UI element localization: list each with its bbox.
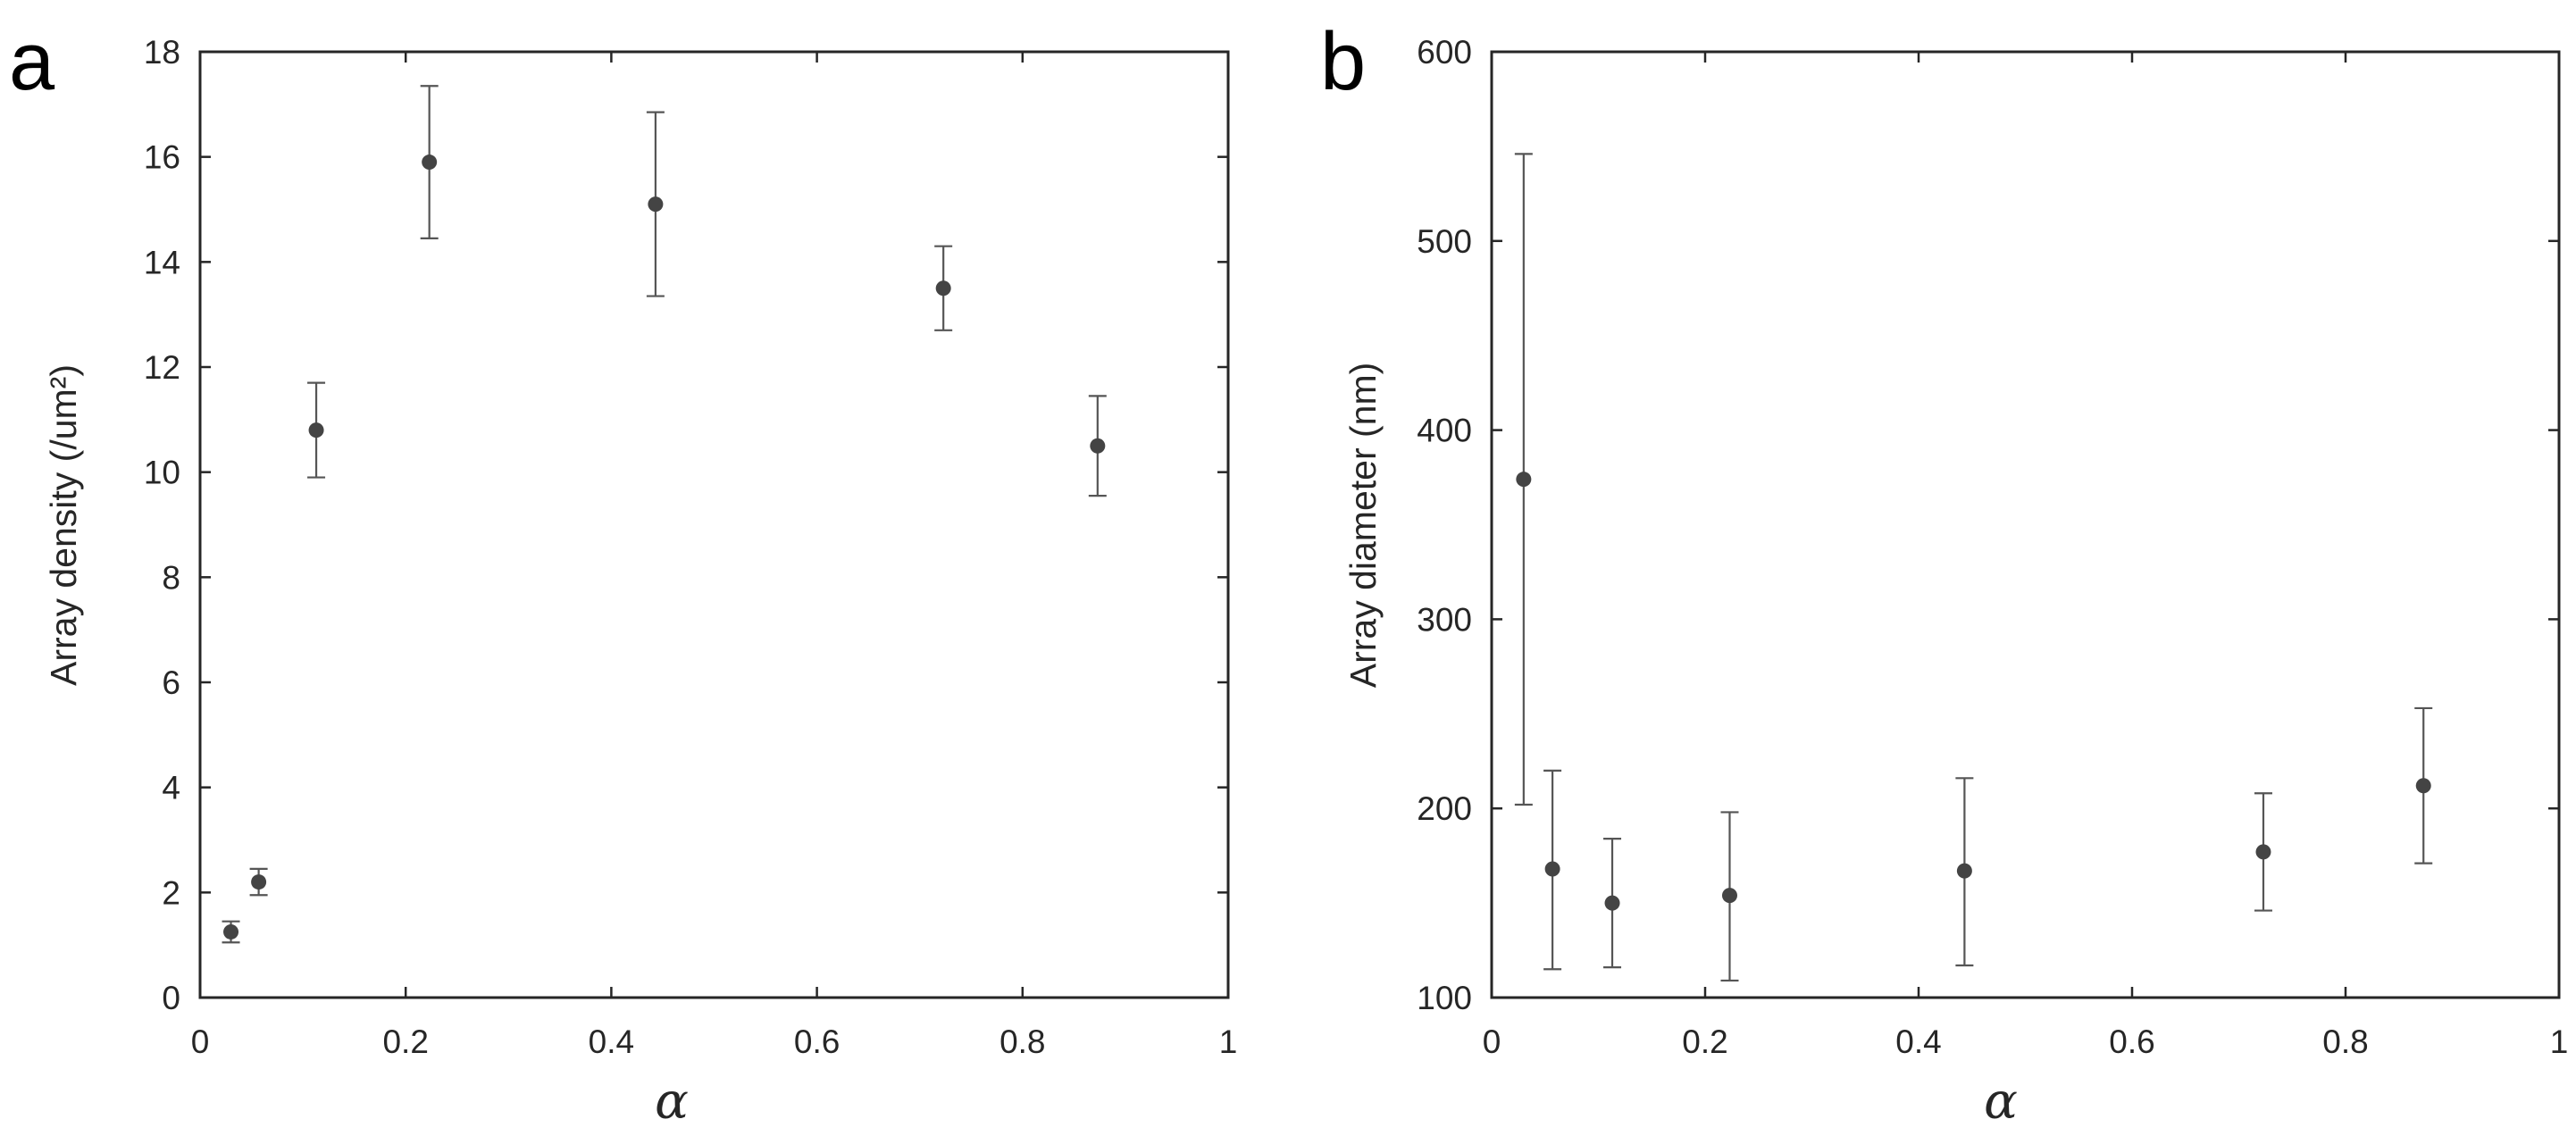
- data-point-with-error-bar: [1720, 811, 1739, 982]
- data-point: [1090, 438, 1106, 454]
- data-point-with-error-bar: [307, 381, 326, 479]
- y-tick-label: 300: [1417, 601, 1472, 638]
- series-a: [222, 85, 1107, 944]
- data-point-with-error-bar: [420, 85, 439, 239]
- data-point-with-error-bar: [1543, 769, 1562, 971]
- x-tick-label: 0.4: [1895, 1023, 1941, 1060]
- data-point-with-error-bar: [249, 867, 268, 897]
- x-tick-label: 0.6: [2109, 1023, 2154, 1060]
- data-point: [935, 280, 951, 297]
- y-tick-label: 100: [1417, 980, 1472, 1016]
- panel-b: b 0 0.2 0.4 0.6 0.8 1 100 200 300 400 500 600 Arra…: [1320, 16, 2568, 1131]
- data-point-with-error-bar: [2414, 706, 2433, 865]
- y-tick-label: 200: [1417, 790, 1472, 827]
- data-point-with-error-bar: [934, 245, 953, 331]
- data-point: [1544, 861, 1560, 877]
- data-point-with-error-bar: [1514, 153, 1533, 806]
- y-tick-label: 2: [162, 874, 180, 911]
- y-tick-label: 18: [144, 34, 180, 71]
- data-point: [1956, 863, 1972, 879]
- data-point: [308, 422, 324, 439]
- x-tick-label: 0.2: [1682, 1023, 1727, 1060]
- y-axis-a: 0 2 4 6 8 10 12 14 16 18: [144, 34, 1228, 1016]
- y-tick-label: 14: [144, 244, 180, 280]
- x-tick-label: 0.2: [382, 1023, 428, 1060]
- y-tick-label: 6: [162, 664, 180, 701]
- data-point-with-error-bar: [2254, 792, 2272, 912]
- data-point: [1721, 888, 1737, 904]
- data-point: [2255, 844, 2271, 860]
- x-axis-label-b: α: [1984, 1073, 2018, 1131]
- series-b: [1514, 153, 2433, 982]
- plot-frame-b: [1490, 50, 2561, 999]
- plot-frame-a: [198, 50, 1230, 999]
- data-point-with-error-bar: [646, 111, 665, 297]
- x-tick-label: 1: [2550, 1023, 2569, 1060]
- y-axis-label-b: Array diameter (nm): [1342, 363, 1384, 689]
- data-point-with-error-bar: [1603, 837, 1622, 969]
- panel-letter-b: b: [1320, 16, 1366, 107]
- data-point: [251, 874, 267, 890]
- x-tick-label: 0.6: [794, 1023, 840, 1060]
- x-tick-label: 0.4: [589, 1023, 634, 1060]
- y-axis-b: 100 200 300 400 500 600: [1417, 34, 2559, 1016]
- y-tick-label: 4: [162, 770, 180, 806]
- data-point: [223, 923, 239, 940]
- y-tick-label: 400: [1417, 413, 1472, 449]
- data-point-with-error-bar: [1088, 395, 1107, 497]
- y-tick-label: 10: [144, 455, 180, 491]
- data-point: [648, 196, 664, 213]
- data-point: [1516, 472, 1532, 488]
- y-tick-label: 500: [1417, 223, 1472, 260]
- x-tick-label: 0.8: [999, 1023, 1045, 1060]
- panel-letter-a: a: [9, 16, 55, 107]
- data-point-with-error-bar: [1955, 777, 1974, 967]
- y-tick-label: 8: [162, 559, 180, 596]
- y-tick-label: 16: [144, 139, 180, 176]
- x-tick-label: 0: [191, 1023, 210, 1060]
- data-point-with-error-bar: [222, 920, 240, 944]
- data-point: [422, 155, 438, 171]
- x-tick-label: 1: [1219, 1023, 1238, 1060]
- x-tick-label: 0: [1483, 1023, 1501, 1060]
- y-tick-label: 12: [144, 349, 180, 386]
- y-tick-label: 600: [1417, 34, 1472, 71]
- x-axis-label-a: α: [655, 1073, 689, 1131]
- data-point: [2415, 778, 2431, 794]
- x-axis-a: 0 0.2 0.4 0.6 0.8 1: [191, 52, 1238, 1060]
- panel-a: a 0 0.2 0.4 0.6 0.8 1 0 2 4 6 8 10 12 14 16 18 Array d…: [9, 16, 1237, 1131]
- data-point: [1604, 895, 1620, 911]
- x-tick-label: 0.8: [2322, 1023, 2368, 1060]
- y-tick-label: 0: [162, 980, 180, 1016]
- y-axis-label-a: Array density (/um²): [43, 364, 84, 686]
- x-axis-b: 0 0.2 0.4 0.6 0.8 1: [1483, 52, 2569, 1060]
